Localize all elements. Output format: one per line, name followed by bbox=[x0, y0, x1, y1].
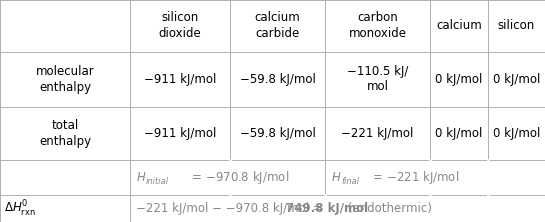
Text: −911 kJ/mol: −911 kJ/mol bbox=[144, 127, 216, 140]
Text: silicon
dioxide: silicon dioxide bbox=[159, 12, 201, 40]
Text: $\Delta H^0_\mathrm{rxn}$: $\Delta H^0_\mathrm{rxn}$ bbox=[4, 198, 35, 218]
Text: calcium
carbide: calcium carbide bbox=[255, 12, 300, 40]
Text: total
enthalpy: total enthalpy bbox=[39, 119, 91, 148]
Text: final: final bbox=[341, 177, 359, 186]
Text: carbon
monoxide: carbon monoxide bbox=[348, 12, 407, 40]
Text: −59.8 kJ/mol: −59.8 kJ/mol bbox=[240, 127, 316, 140]
Text: −221 kJ/mol: −221 kJ/mol bbox=[341, 127, 414, 140]
Text: $H$: $H$ bbox=[136, 171, 147, 184]
Text: molecular
enthalpy: molecular enthalpy bbox=[35, 65, 94, 94]
Text: 0 kJ/mol: 0 kJ/mol bbox=[435, 127, 483, 140]
Text: initial: initial bbox=[146, 177, 169, 186]
Text: (endothermic): (endothermic) bbox=[344, 202, 432, 215]
Text: −59.8 kJ/mol: −59.8 kJ/mol bbox=[240, 73, 316, 86]
Text: 0 kJ/mol: 0 kJ/mol bbox=[435, 73, 483, 86]
Text: 0 kJ/mol: 0 kJ/mol bbox=[493, 127, 540, 140]
Text: $H$: $H$ bbox=[331, 171, 342, 184]
Text: = $-$970.8 kJ/mol: = $-$970.8 kJ/mol bbox=[188, 169, 289, 186]
Text: −911 kJ/mol: −911 kJ/mol bbox=[144, 73, 216, 86]
Text: = $-$221 kJ/mol: = $-$221 kJ/mol bbox=[369, 169, 459, 186]
Text: 0 kJ/mol: 0 kJ/mol bbox=[493, 73, 540, 86]
Text: −221 kJ/mol − −970.8 kJ/mol =: −221 kJ/mol − −970.8 kJ/mol = bbox=[136, 202, 326, 215]
Text: silicon: silicon bbox=[498, 20, 535, 32]
Text: calcium: calcium bbox=[436, 20, 482, 32]
Text: −110.5 kJ/
mol: −110.5 kJ/ mol bbox=[347, 65, 408, 93]
Text: 749.8 kJ/mol: 749.8 kJ/mol bbox=[286, 202, 368, 215]
